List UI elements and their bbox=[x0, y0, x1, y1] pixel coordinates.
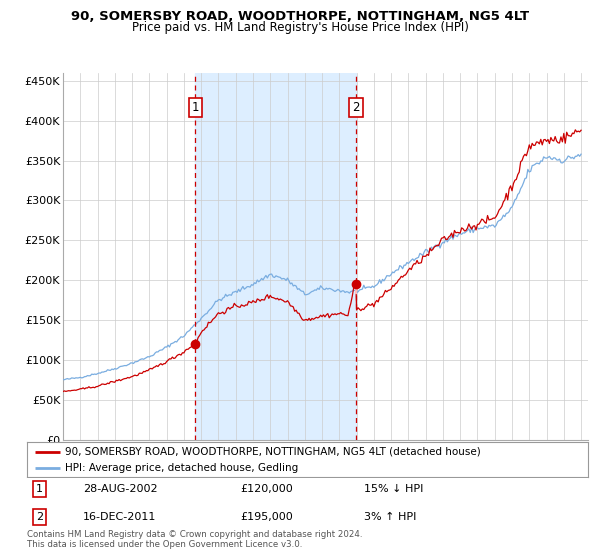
Text: 90, SOMERSBY ROAD, WOODTHORPE, NOTTINGHAM, NG5 4LT: 90, SOMERSBY ROAD, WOODTHORPE, NOTTINGHA… bbox=[71, 10, 529, 23]
Text: £120,000: £120,000 bbox=[240, 484, 293, 494]
Text: 2: 2 bbox=[36, 512, 43, 522]
Text: 1: 1 bbox=[191, 101, 199, 114]
Text: Price paid vs. HM Land Registry's House Price Index (HPI): Price paid vs. HM Land Registry's House … bbox=[131, 21, 469, 34]
Text: 1: 1 bbox=[36, 484, 43, 494]
Text: Contains HM Land Registry data © Crown copyright and database right 2024.
This d: Contains HM Land Registry data © Crown c… bbox=[27, 530, 362, 549]
Text: HPI: Average price, detached house, Gedling: HPI: Average price, detached house, Gedl… bbox=[65, 463, 298, 473]
Text: 16-DEC-2011: 16-DEC-2011 bbox=[83, 512, 157, 522]
Bar bbox=[195, 73, 356, 440]
Text: 90, SOMERSBY ROAD, WOODTHORPE, NOTTINGHAM, NG5 4LT (detached house): 90, SOMERSBY ROAD, WOODTHORPE, NOTTINGHA… bbox=[65, 447, 481, 457]
Text: 15% ↓ HPI: 15% ↓ HPI bbox=[364, 484, 423, 494]
Text: 28-AUG-2002: 28-AUG-2002 bbox=[83, 484, 158, 494]
Text: £195,000: £195,000 bbox=[240, 512, 293, 522]
Text: 2: 2 bbox=[352, 101, 359, 114]
Text: 3% ↑ HPI: 3% ↑ HPI bbox=[364, 512, 416, 522]
